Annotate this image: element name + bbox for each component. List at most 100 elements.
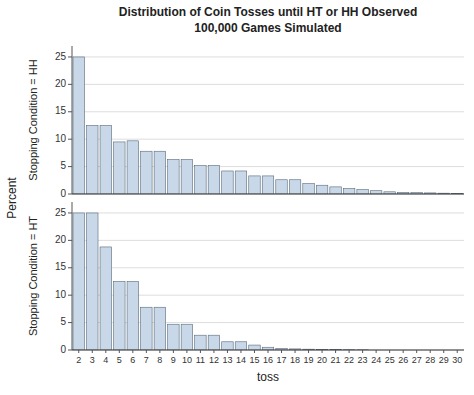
panel: 0510152025234567891011121314151617181920… (27, 202, 464, 384)
grid-line (72, 194, 464, 195)
x-tick-label: 26 (398, 355, 408, 365)
x-tick (322, 350, 323, 353)
grid-line (72, 139, 464, 140)
x-tick-label: 22 (344, 355, 354, 365)
y-tick (68, 56, 72, 57)
y-tick (68, 240, 72, 241)
y-tick (68, 295, 72, 296)
bar (235, 342, 246, 350)
grid-line (72, 111, 464, 112)
x-tick-label: 6 (130, 355, 135, 365)
x-tick-label: 11 (196, 355, 205, 365)
y-tick-label: 0 (60, 344, 66, 355)
y-tick-label: 10 (55, 289, 67, 300)
x-tick-label: 16 (263, 355, 273, 365)
bar (73, 213, 84, 350)
grid-line (72, 240, 464, 241)
x-tick (119, 350, 120, 353)
y-axis-line (72, 202, 73, 350)
x-tick (240, 350, 241, 353)
x-tick-label: 27 (412, 355, 422, 365)
bar (154, 307, 165, 350)
x-tick-label: 3 (90, 355, 95, 365)
bar (168, 324, 179, 350)
x-tick-label: 2 (76, 355, 81, 365)
x-tick-label: 17 (277, 355, 287, 365)
bar (343, 189, 354, 194)
x-tick (173, 350, 174, 353)
x-tick (186, 350, 187, 353)
x-tick (349, 350, 350, 353)
x-tick-label: 13 (222, 355, 232, 365)
x-tick (443, 350, 444, 353)
bar (141, 151, 152, 194)
y-axis-line (72, 46, 73, 194)
bar (181, 324, 192, 350)
x-tick-label: 10 (182, 355, 192, 365)
bar (276, 180, 287, 194)
x-tick-label: 23 (358, 355, 368, 365)
x-tick (78, 350, 79, 353)
x-tick-label: 29 (439, 355, 449, 365)
bar (249, 176, 260, 194)
x-tick (227, 350, 228, 353)
y-tick (68, 322, 72, 323)
subtitle: 100,000 Games Simulated (194, 21, 341, 35)
x-tick-label: 8 (157, 355, 162, 365)
y-tick (68, 212, 72, 213)
bar (114, 281, 125, 350)
x-tick-label: 21 (331, 355, 341, 365)
x-tick (132, 350, 133, 353)
y-tick-label: 5 (60, 160, 66, 171)
y-tick (68, 267, 72, 268)
bar (195, 165, 206, 194)
x-tick-label: 28 (425, 355, 435, 365)
bar (181, 159, 192, 194)
x-tick-label: 14 (236, 355, 246, 365)
bar (168, 159, 179, 194)
x-axis-line (72, 194, 464, 195)
x-tick-label: 25 (385, 355, 395, 365)
x-tick (362, 350, 363, 353)
bar (289, 180, 300, 194)
y-tick (68, 194, 72, 195)
x-tick (254, 350, 255, 353)
panel-label: Stopping Condition = HH (27, 59, 39, 180)
bars (73, 57, 463, 194)
bar (208, 335, 219, 350)
bar (154, 151, 165, 194)
bar (222, 171, 233, 194)
grid-line (72, 212, 464, 213)
x-tick (308, 350, 309, 353)
bar (357, 190, 368, 194)
plot-area (72, 46, 464, 194)
bar (303, 184, 314, 194)
bar (73, 57, 84, 194)
y-tick (68, 84, 72, 85)
y-tick-label: 20 (55, 78, 67, 89)
bar (249, 345, 260, 350)
x-tick (281, 350, 282, 353)
x-tick-label: 7 (144, 355, 149, 365)
y-tick (68, 139, 72, 140)
bar (127, 281, 138, 350)
chart: Distribution of Coin Tosses until HT or … (0, 0, 474, 395)
x-tick-label: 15 (249, 355, 259, 365)
x-tick-label: 24 (371, 355, 381, 365)
bar (141, 307, 152, 350)
x-tick (213, 350, 214, 353)
x-tick (430, 350, 431, 353)
bar (87, 213, 98, 350)
x-tick (376, 350, 377, 353)
y-axis-title: Percent (5, 177, 19, 219)
x-tick-label: 12 (209, 355, 219, 365)
bar (222, 342, 233, 350)
y-tick (68, 166, 72, 167)
x-tick (416, 350, 417, 353)
x-tick (403, 350, 404, 353)
x-tick (200, 350, 201, 353)
x-tick (389, 350, 390, 353)
x-tick (268, 350, 269, 353)
y-tick-label: 5 (60, 316, 66, 327)
bar (262, 176, 273, 194)
